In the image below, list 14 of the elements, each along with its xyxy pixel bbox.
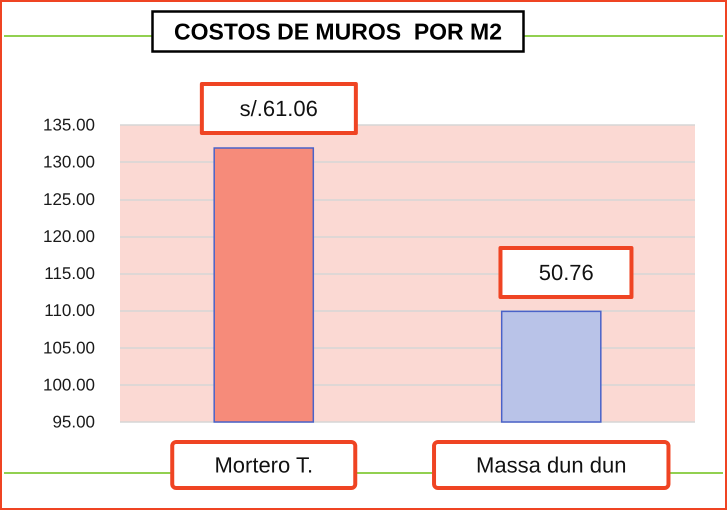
y-tick-label: 100.00 — [43, 375, 95, 394]
y-tick-label: 95.00 — [52, 412, 95, 432]
annotation: s/.61.06 — [240, 96, 318, 122]
x-tick-label: Mortero T. — [214, 452, 314, 478]
y-tick-label: 120.00 — [43, 226, 95, 246]
x-tick-label: Massa dun dun — [476, 452, 626, 478]
y-tick-label: 110.00 — [44, 301, 95, 320]
annotation: 50.76 — [538, 260, 594, 286]
y-tick-label: 125.00 — [43, 190, 95, 209]
y-tick-label: 105.00 — [43, 338, 95, 358]
chart-title: COSTOS DE MUROS POR M2 — [174, 18, 502, 44]
y-tick-label: 135.00 — [43, 116, 95, 134]
y-tick-label: 115.00 — [44, 264, 95, 283]
y-tick-label: 130.00 — [43, 152, 95, 172]
